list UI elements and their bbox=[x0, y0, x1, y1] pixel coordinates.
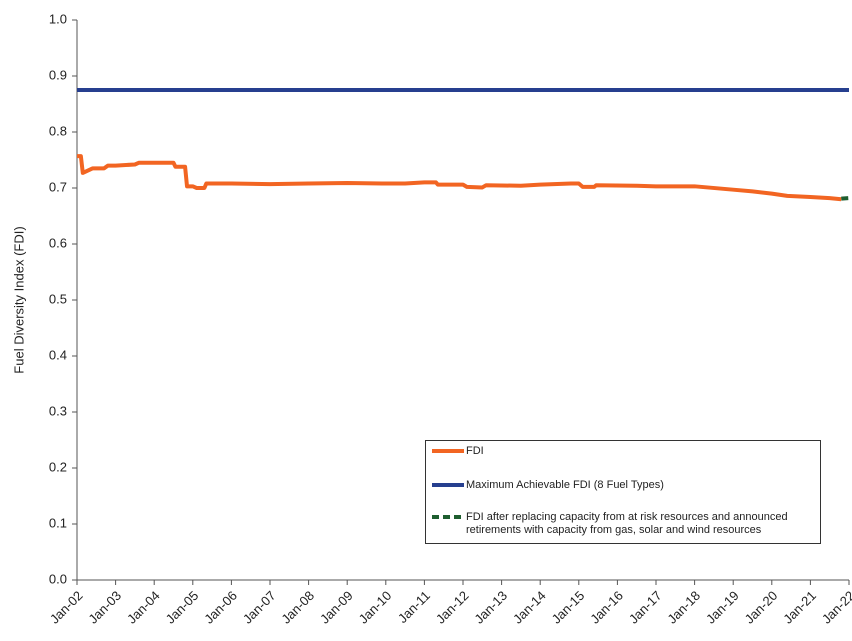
x-tick-label: Jan-20 bbox=[742, 588, 781, 627]
x-tick-label: Jan-16 bbox=[587, 588, 626, 627]
legend-label: FDI after replacing capacity from at ris… bbox=[466, 511, 788, 536]
x-tick-label: Jan-17 bbox=[626, 588, 665, 627]
y-tick-label: 0.6 bbox=[49, 235, 67, 250]
y-axis-title: Fuel Diversity Index (FDI) bbox=[11, 226, 26, 373]
y-tick-label: 0.4 bbox=[49, 347, 67, 362]
y-tick-label: 1.0 bbox=[49, 11, 67, 26]
y-tick-label: 0.0 bbox=[49, 571, 67, 586]
y-tick-label: 0.1 bbox=[49, 515, 67, 530]
x-tick-label: Jan-10 bbox=[356, 588, 395, 627]
x-tick-label: Jan-06 bbox=[201, 588, 240, 627]
legend-label: Maximum Achievable FDI (8 Fuel Types) bbox=[466, 479, 664, 491]
legend-item: FDI after replacing capacity from at ris… bbox=[430, 511, 811, 537]
x-tick-label: Jan-14 bbox=[510, 588, 549, 627]
y-tick-label: 0.2 bbox=[49, 459, 67, 474]
x-tick-label: Jan-18 bbox=[664, 588, 703, 627]
x-tick-label: Jan-04 bbox=[124, 588, 163, 627]
legend-swatch bbox=[432, 449, 464, 453]
legend-swatch bbox=[432, 515, 464, 519]
y-tick-label: 0.5 bbox=[49, 291, 67, 306]
x-tick-label: Jan-08 bbox=[278, 588, 317, 627]
series-line bbox=[841, 196, 850, 201]
x-tick-label: Jan-19 bbox=[703, 588, 742, 627]
x-tick-label: Jan-12 bbox=[433, 588, 472, 627]
y-tick-label: 0.7 bbox=[49, 179, 67, 194]
y-tick-label: 0.3 bbox=[49, 403, 67, 418]
x-tick-label: Jan-11 bbox=[395, 588, 433, 626]
legend-label: FDI bbox=[466, 445, 484, 457]
x-tick-label: Jan-09 bbox=[317, 588, 356, 627]
x-tick-label: Jan-21 bbox=[780, 588, 819, 627]
x-tick-label: Jan-02 bbox=[47, 588, 86, 627]
x-tick-label: Jan-07 bbox=[240, 588, 279, 627]
legend: FDI Maximum Achievable FDI (8 Fuel Types)… bbox=[425, 440, 821, 544]
y-tick-label: 0.8 bbox=[49, 123, 67, 138]
x-tick-label: Jan-13 bbox=[471, 588, 510, 627]
legend-swatch bbox=[432, 483, 464, 487]
x-tick-label: Jan-05 bbox=[163, 588, 202, 627]
x-tick-label: Jan-15 bbox=[549, 588, 588, 627]
x-tick-label: Jan-03 bbox=[85, 588, 124, 627]
x-tick-label: Jan-22 bbox=[819, 588, 852, 627]
series-line bbox=[77, 154, 842, 202]
legend-item: FDI bbox=[430, 445, 811, 458]
legend-item: Maximum Achievable FDI (8 Fuel Types) bbox=[430, 479, 811, 492]
y-tick-label: 0.9 bbox=[49, 67, 67, 82]
